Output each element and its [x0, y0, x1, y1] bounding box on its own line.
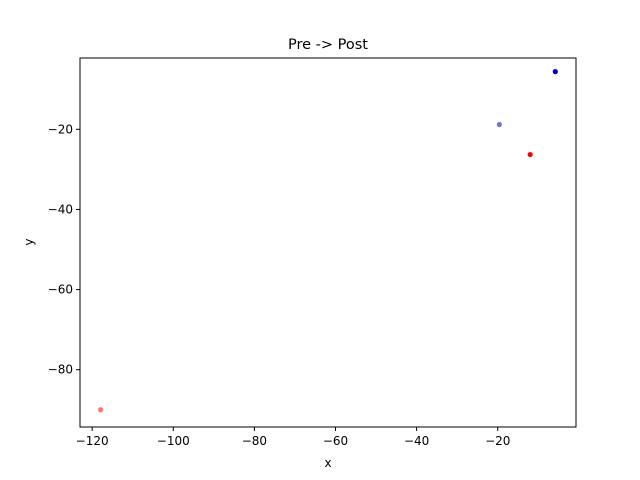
- axis-ticks: −120 −100 −80 −60 −40 −20 −80 −60 −40 −20: [48, 122, 511, 448]
- x-tick-label: −40: [404, 434, 429, 448]
- plot-frame: [79, 57, 577, 428]
- x-tick-label: −120: [76, 434, 109, 448]
- x-tick-label: −60: [323, 434, 348, 448]
- x-tick-label: −100: [157, 434, 190, 448]
- y-tick-label: −60: [48, 283, 73, 297]
- y-tick-label: −80: [48, 363, 73, 377]
- y-tick-label: −20: [48, 122, 73, 136]
- y-tick-label: −40: [48, 202, 73, 216]
- data-point: [527, 151, 533, 158]
- data-points: [98, 69, 558, 413]
- data-point: [552, 69, 558, 75]
- x-tick-label: −80: [242, 434, 267, 448]
- y-axis-label: y: [22, 238, 36, 245]
- data-point: [496, 121, 502, 128]
- chart-title: Pre -> Post: [288, 37, 368, 53]
- x-tick-label: −20: [485, 434, 510, 448]
- data-point: [98, 407, 104, 413]
- x-axis-label: x: [324, 456, 331, 470]
